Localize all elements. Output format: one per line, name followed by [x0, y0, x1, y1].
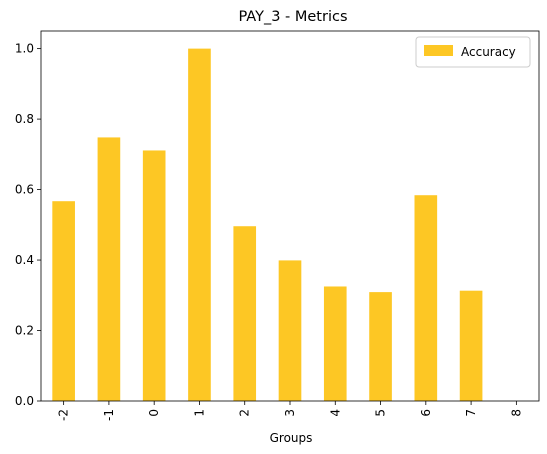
bar-2[interactable] — [233, 226, 257, 401]
x-tick-label: 4 — [328, 409, 342, 417]
bar-0[interactable] — [142, 150, 166, 401]
y-tick-label: 0.8 — [15, 112, 34, 126]
legend-box — [415, 36, 531, 68]
x-tick-label: 5 — [374, 409, 388, 417]
legend[interactable]: Accuracy — [415, 36, 531, 68]
legend-swatch — [424, 45, 453, 56]
x-tick-label: 7 — [464, 409, 478, 417]
y-tick-label: 1.0 — [15, 42, 34, 56]
bar--1[interactable] — [97, 137, 121, 402]
x-axis-label: Groups — [270, 431, 313, 445]
x-tick-label: 8 — [509, 409, 523, 417]
x-tick-label: 3 — [283, 409, 297, 417]
legend-label-accuracy: Accuracy — [461, 45, 516, 59]
x-tick-label: 0 — [147, 409, 161, 417]
y-tick-label: 0.6 — [15, 183, 34, 197]
x-tick-label: -1 — [102, 409, 116, 421]
x-tick-label: 6 — [419, 409, 433, 417]
bars-group — [52, 48, 483, 402]
y-tick-label: 0.4 — [15, 253, 34, 267]
x-axis: -2 -1 0 1 2 3 4 5 6 7 8 — [57, 401, 523, 421]
y-tick-label: 0.2 — [15, 324, 34, 338]
bar-4[interactable] — [323, 286, 347, 401]
bar-3[interactable] — [278, 260, 302, 401]
chart-title: PAY_3 - Metrics — [238, 9, 347, 25]
y-axis: 0.0 0.2 0.4 0.6 0.8 1.0 — [15, 42, 41, 408]
bar-5[interactable] — [369, 292, 392, 401]
x-tick-label: -2 — [57, 409, 71, 421]
bar-1[interactable] — [188, 48, 211, 402]
plot-frame — [40, 30, 540, 402]
bar-6[interactable] — [414, 195, 438, 401]
x-tick-label: 1 — [192, 409, 206, 417]
bar--2[interactable] — [52, 201, 75, 401]
bar-7[interactable] — [459, 290, 483, 401]
x-tick-label: 2 — [238, 409, 252, 417]
y-tick-label: 0.0 — [15, 394, 34, 408]
